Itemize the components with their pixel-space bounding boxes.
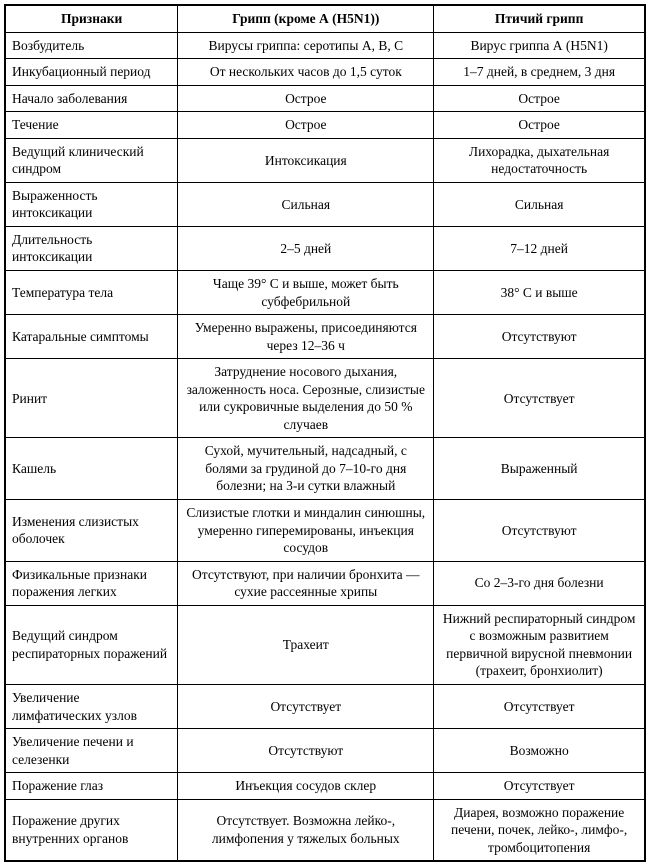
table-row: Увеличение печени и селезенкиОтсутствуют… [5,729,645,773]
cell-feature: Изменения слизистых оболочек [5,500,178,562]
table-row: Катаральные симптомыУмеренно выражены, п… [5,315,645,359]
cell-flu: Отсутствует [178,684,434,728]
table-row: Поражение других внутренних органовОтсут… [5,799,645,861]
table-row: Ведущий клинический синдромИнтоксикацияЛ… [5,138,645,182]
cell-flu: Отсутствуют, при наличии бронхита — сухи… [178,561,434,605]
cell-avian: Диарея, возможно поражение печени, почек… [434,799,645,861]
table-row: Ведущий синдром респираторных пораженийТ… [5,605,645,684]
table-body: ВозбудительВирусы гриппа: серотипы А, В,… [5,32,645,861]
cell-avian: Со 2–3-го дня болезни [434,561,645,605]
col-header-flu: Грипп (кроме А (H5N1)) [178,5,434,32]
col-header-feature: Признаки [5,5,178,32]
cell-avian: 7–12 дней [434,226,645,270]
table-row: ВозбудительВирусы гриппа: серотипы А, В,… [5,32,645,59]
table-row: Выраженность интоксикацииСильнаяСильная [5,182,645,226]
cell-avian: 38° С и выше [434,271,645,315]
cell-avian: Сильная [434,182,645,226]
cell-avian: Отсутствуют [434,315,645,359]
cell-flu: Отсутствуют [178,729,434,773]
cell-flu: Слизистые глотки и миндалин синюшны, уме… [178,500,434,562]
col-header-avian: Птичий грипп [434,5,645,32]
cell-flu: Умеренно выражены, присоединяются через … [178,315,434,359]
cell-flu: Вирусы гриппа: серотипы А, В, С [178,32,434,59]
table-row: Увеличение лимфатических узловОтсутствуе… [5,684,645,728]
table-header: Признаки Грипп (кроме А (H5N1)) Птичий г… [5,5,645,32]
cell-feature: Длительность интоксикации [5,226,178,270]
cell-feature: Течение [5,112,178,139]
cell-feature: Кашель [5,438,178,500]
cell-feature: Поражение глаз [5,773,178,800]
cell-feature: Увеличение лимфатических узлов [5,684,178,728]
cell-avian: Острое [434,112,645,139]
table-row: Начало заболеванияОстроеОстрое [5,85,645,112]
cell-flu: Трахеит [178,605,434,684]
table-row: Поражение глазИнъекция сосудов склерОтсу… [5,773,645,800]
cell-avian: Вирус гриппа А (H5N1) [434,32,645,59]
cell-avian: Острое [434,85,645,112]
cell-avian: Отсутствует [434,684,645,728]
table-row: КашельСухой, мучительный, надсадный, с б… [5,438,645,500]
cell-avian: 1–7 дней, в среднем, 3 дня [434,59,645,86]
cell-flu: Острое [178,85,434,112]
cell-feature: Ведущий синдром респираторных поражений [5,605,178,684]
cell-feature: Температура тела [5,271,178,315]
cell-flu: Острое [178,112,434,139]
comparison-table: Признаки Грипп (кроме А (H5N1)) Птичий г… [4,4,646,862]
cell-avian: Отсутствует [434,359,645,438]
cell-avian: Нижний респираторный синдром с возможным… [434,605,645,684]
cell-avian: Выраженный [434,438,645,500]
cell-flu: Интоксикация [178,138,434,182]
cell-flu: От нескольких часов до 1,5 суток [178,59,434,86]
table-row: Температура телаЧаще 39° С и выше, может… [5,271,645,315]
cell-feature: Ведущий клинический синдром [5,138,178,182]
cell-flu: Сильная [178,182,434,226]
cell-avian: Лихорадка, дыхательная недостаточность [434,138,645,182]
cell-feature: Возбудитель [5,32,178,59]
cell-avian: Отсутствуют [434,500,645,562]
cell-avian: Отсутствует [434,773,645,800]
cell-flu: Сухой, мучительный, надсадный, с болями … [178,438,434,500]
cell-flu: Отсутствует. Возможна лейко-, лимфопения… [178,799,434,861]
cell-avian: Возможно [434,729,645,773]
cell-flu: 2–5 дней [178,226,434,270]
cell-feature: Поражение других внутренних органов [5,799,178,861]
cell-feature: Катаральные симптомы [5,315,178,359]
cell-feature: Инкубационный период [5,59,178,86]
cell-feature: Физикальные признаки поражения легких [5,561,178,605]
cell-feature: Начало заболевания [5,85,178,112]
table-row: Длительность интоксикации2–5 дней7–12 дн… [5,226,645,270]
table-row: ТечениеОстроеОстрое [5,112,645,139]
table-row: Инкубационный периодОт нескольких часов … [5,59,645,86]
cell-flu: Инъекция сосудов склер [178,773,434,800]
cell-flu: Затруднение носового дыхания, заложеннос… [178,359,434,438]
cell-feature: Ринит [5,359,178,438]
cell-feature: Увеличение печени и селезенки [5,729,178,773]
table-row: Физикальные признаки поражения легкихОтс… [5,561,645,605]
cell-flu: Чаще 39° С и выше, может быть субфебриль… [178,271,434,315]
table-row: Изменения слизистых оболочекСлизистые гл… [5,500,645,562]
table-row: РинитЗатруднение носового дыхания, залож… [5,359,645,438]
cell-feature: Выраженность интоксикации [5,182,178,226]
